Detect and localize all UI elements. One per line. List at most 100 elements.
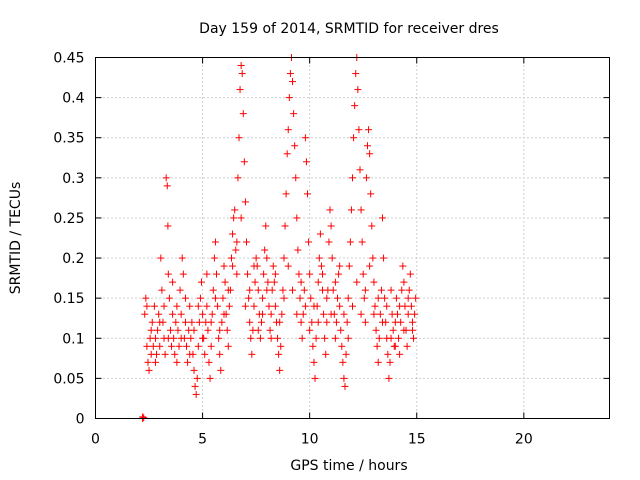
data-point bbox=[361, 318, 369, 326]
x-tick-labels: 0 5 10 15 20 bbox=[91, 432, 533, 448]
data-point bbox=[412, 294, 420, 302]
data-point bbox=[205, 358, 213, 366]
data-point bbox=[355, 126, 363, 134]
data-point bbox=[192, 390, 200, 398]
data-point bbox=[328, 254, 336, 262]
plot-frame bbox=[95, 57, 610, 419]
data-point bbox=[181, 318, 189, 326]
data-point bbox=[218, 318, 226, 326]
data-point bbox=[352, 70, 360, 78]
data-point bbox=[310, 302, 318, 310]
data-point bbox=[163, 182, 171, 190]
data-point bbox=[360, 294, 368, 302]
x-tick-label: 20 bbox=[515, 432, 533, 448]
data-point bbox=[181, 294, 189, 302]
data-point bbox=[340, 374, 348, 382]
data-point bbox=[280, 294, 288, 302]
data-point bbox=[186, 350, 194, 358]
data-point bbox=[395, 334, 403, 342]
data-point bbox=[169, 310, 177, 318]
data-point bbox=[342, 350, 350, 358]
data-point bbox=[184, 358, 192, 366]
data-point bbox=[286, 70, 294, 78]
data-point bbox=[179, 270, 187, 278]
data-point bbox=[164, 222, 172, 230]
data-point bbox=[383, 302, 391, 310]
y-tick-label: 0.2 bbox=[62, 251, 84, 267]
data-point bbox=[264, 278, 272, 286]
data-point bbox=[337, 326, 345, 334]
data-point bbox=[231, 206, 239, 214]
data-point bbox=[387, 334, 395, 342]
data-point bbox=[260, 270, 268, 278]
data-point bbox=[349, 174, 356, 182]
chart-title: Day 159 of 2014, SRMTID for receiver dre… bbox=[199, 21, 499, 37]
y-axis-label: SRMTID / TECUs bbox=[8, 182, 24, 295]
data-point bbox=[358, 238, 366, 246]
data-point bbox=[150, 302, 158, 310]
data-point bbox=[173, 358, 181, 366]
data-point bbox=[327, 310, 335, 318]
data-point bbox=[229, 230, 237, 238]
data-point bbox=[305, 238, 313, 246]
data-point bbox=[217, 366, 225, 374]
data-point bbox=[204, 326, 212, 334]
data-point bbox=[384, 350, 392, 358]
data-point bbox=[259, 310, 267, 318]
data-point bbox=[404, 310, 412, 318]
data-point bbox=[211, 294, 219, 302]
data-point bbox=[154, 326, 162, 334]
data-point bbox=[361, 286, 369, 294]
data-point bbox=[405, 286, 413, 294]
data-point bbox=[199, 334, 207, 342]
data-point bbox=[254, 326, 262, 334]
data-point bbox=[353, 278, 361, 286]
data-point bbox=[363, 142, 371, 150]
y-tick-label: 0 bbox=[76, 412, 85, 428]
data-point bbox=[144, 358, 152, 366]
data-point bbox=[335, 270, 343, 278]
data-point bbox=[308, 318, 316, 326]
data-point bbox=[291, 142, 299, 150]
data-point bbox=[293, 214, 301, 222]
data-point bbox=[165, 294, 173, 302]
data-point bbox=[199, 310, 207, 318]
data-point bbox=[345, 262, 353, 270]
data-point bbox=[301, 302, 309, 310]
data-point bbox=[373, 342, 381, 350]
data-point bbox=[282, 190, 290, 198]
data-point bbox=[314, 318, 322, 326]
data-point bbox=[323, 294, 331, 302]
data-point bbox=[263, 286, 271, 294]
data-point bbox=[230, 214, 238, 222]
data-point bbox=[221, 278, 229, 286]
data-point bbox=[296, 294, 304, 302]
data-point bbox=[186, 302, 194, 310]
data-point bbox=[289, 286, 297, 294]
data-point bbox=[239, 110, 247, 118]
y-tick-label: 0.15 bbox=[53, 291, 84, 307]
y-tick-labels: 0 0.05 0.1 0.15 0.2 0.25 0.3 0.35 0.4 0.45 bbox=[53, 51, 84, 428]
data-point bbox=[404, 294, 412, 302]
data-point bbox=[327, 222, 335, 230]
data-point bbox=[279, 286, 287, 294]
data-point bbox=[171, 350, 179, 358]
data-point bbox=[201, 350, 209, 358]
data-point bbox=[407, 302, 415, 310]
data-point bbox=[411, 310, 419, 318]
data-point bbox=[183, 342, 191, 350]
data-point bbox=[306, 326, 314, 334]
data-point bbox=[198, 278, 206, 286]
data-point bbox=[172, 318, 180, 326]
data-point bbox=[270, 278, 278, 286]
grid bbox=[95, 57, 610, 419]
x-tick-label: 15 bbox=[408, 432, 426, 448]
data-point bbox=[196, 294, 204, 302]
data-point bbox=[297, 278, 305, 286]
data-point bbox=[302, 158, 310, 166]
data-point bbox=[354, 86, 362, 94]
data-point bbox=[297, 318, 305, 326]
data-point bbox=[206, 374, 214, 382]
data-point bbox=[168, 342, 176, 350]
